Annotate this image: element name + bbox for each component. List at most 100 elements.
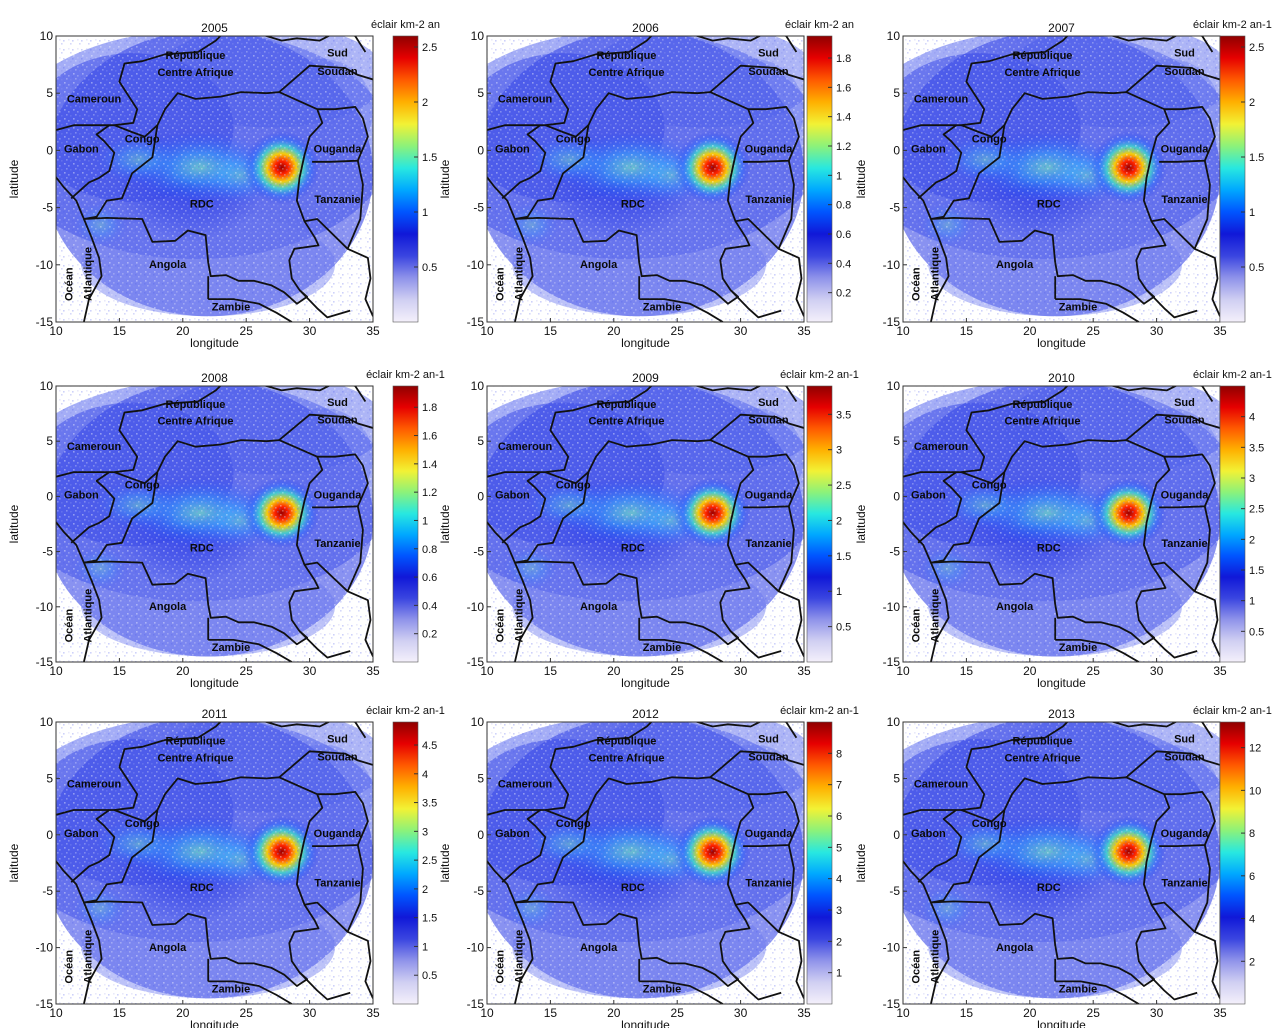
colorbar-tick-label: 2 <box>1249 956 1255 968</box>
country-label: Centre Afrique <box>1004 416 1080 428</box>
country-label: Angola <box>996 601 1034 613</box>
country-label: Gabon <box>495 144 530 156</box>
colorbar-tick-label: 7 <box>836 780 842 792</box>
y-tick-label: -15 <box>467 997 485 1011</box>
colorbar-tick-label: 3 <box>836 445 842 457</box>
country-label: Tanzanie <box>314 878 360 890</box>
country-label: Sud <box>1174 397 1195 409</box>
x-tick-label: 25 <box>671 324 685 338</box>
country-label: Océan <box>910 608 922 642</box>
country-label: Angola <box>996 942 1034 954</box>
country-label: Congo <box>556 818 591 830</box>
country-label: Océan <box>494 950 506 984</box>
colorbar-tick-label: 1.6 <box>836 82 851 94</box>
x-axis-label: longitude <box>621 336 670 350</box>
country-label: République <box>1013 50 1073 62</box>
colorbar <box>1219 385 1246 663</box>
y-tick-label: -10 <box>883 600 901 614</box>
country-label: Ouganda <box>745 490 794 502</box>
panel-title: 2007 <box>1048 21 1075 35</box>
country-label: Océan <box>63 950 75 984</box>
colorbar-tick-label: 2.5 <box>836 480 851 492</box>
colorbar-tick-label: 0.4 <box>422 600 437 612</box>
country-borders <box>903 386 1220 662</box>
country-label: République <box>597 399 657 411</box>
colorbar-tick-label: 1.5 <box>1249 565 1264 577</box>
country-label: RDC <box>1037 543 1061 555</box>
colorbar-tick-label: 10 <box>1249 785 1261 797</box>
colorbar-tick-label: 1.5 <box>1249 152 1264 164</box>
panel-title: 2005 <box>201 21 228 35</box>
country-label: Ouganda <box>745 144 794 156</box>
x-tick-label: 35 <box>1213 1006 1227 1020</box>
country-label: Tanzanie <box>314 538 360 550</box>
country-label: Soudan <box>748 66 789 78</box>
x-tick-label: 15 <box>113 324 127 338</box>
colorbar-tick-label: 1 <box>836 170 842 182</box>
y-tick-label: -5 <box>42 884 53 898</box>
x-tick-label: 10 <box>49 324 63 338</box>
country-label: République <box>1013 399 1073 411</box>
x-tick-label: 20 <box>1023 1006 1037 1020</box>
country-label: Ouganda <box>314 490 363 502</box>
country-label: Cameroun <box>67 93 122 105</box>
country-label: Centre Afrique <box>157 67 233 79</box>
country-label: République <box>597 50 657 62</box>
country-label: Océan <box>910 950 922 984</box>
country-label: Centre Afrique <box>157 752 233 764</box>
country-label: Soudan <box>748 751 789 763</box>
map-panel-2010: République Centre Afrique Sud Soudan Camerou… <box>854 369 1272 690</box>
x-tick-label: 20 <box>607 664 621 678</box>
y-tick-label: 5 <box>477 771 484 785</box>
country-label: Centre Afrique <box>588 752 664 764</box>
country-label: Tanzanie <box>1161 878 1207 890</box>
country-label: Gabon <box>495 828 530 840</box>
x-tick-label: 25 <box>1087 324 1101 338</box>
y-axis-label: latitude <box>854 504 868 543</box>
x-tick-label: 30 <box>734 1006 748 1020</box>
colorbar-unit-label: éclair km-2 an-1 <box>366 705 445 717</box>
y-tick-label: 5 <box>46 434 53 448</box>
colorbar-tick-label: 1.5 <box>422 913 437 925</box>
colorbar-tick-label: 0.8 <box>836 200 851 212</box>
y-tick-label: -10 <box>467 600 485 614</box>
colorbar-tick-label: 3 <box>422 826 428 838</box>
colorbar-unit-label: éclair km-2 an <box>371 19 440 31</box>
x-tick-label: 10 <box>896 1006 910 1020</box>
country-label: Zambie <box>643 984 682 996</box>
x-tick-label: 30 <box>303 324 317 338</box>
panel-title: 2011 <box>202 707 228 721</box>
y-tick-label: 5 <box>893 86 900 100</box>
panel-title: 2013 <box>1048 707 1075 721</box>
country-label: Cameroun <box>67 441 122 453</box>
y-tick-label: 0 <box>477 828 484 842</box>
colorbar-tick-label: 0.5 <box>422 262 437 274</box>
colorbar-tick-label: 0.5 <box>1249 262 1264 274</box>
country-label: Sud <box>327 733 348 745</box>
y-axis-label: latitude <box>7 504 21 543</box>
x-axis-label: longitude <box>190 1018 239 1028</box>
country-label: Soudan <box>317 415 358 427</box>
country-label: Congo <box>556 480 591 492</box>
x-axis-label: longitude <box>1037 1018 1086 1028</box>
country-label: Congo <box>125 818 160 830</box>
y-tick-label: -15 <box>36 655 54 669</box>
y-tick-label: -5 <box>889 545 900 559</box>
x-tick-label: 35 <box>366 1006 380 1020</box>
y-tick-label: -10 <box>467 258 485 272</box>
country-label: Océan <box>910 267 922 301</box>
x-tick-label: 30 <box>303 664 317 678</box>
country-label: Atlantique <box>514 247 526 301</box>
map-panel-2006: République Centre Afrique Sud Soudan Camerou… <box>438 19 854 350</box>
x-tick-label: 10 <box>480 664 494 678</box>
colorbar-tick-label: 2.5 <box>1249 504 1264 516</box>
x-tick-label: 35 <box>797 1006 811 1020</box>
x-tick-label: 25 <box>240 1006 254 1020</box>
x-tick-label: 20 <box>607 324 621 338</box>
y-tick-label: 10 <box>40 29 54 43</box>
country-label: Atlantique <box>83 589 95 643</box>
colorbar-tick-label: 1.4 <box>836 112 851 124</box>
colorbar-tick-label: 0.6 <box>836 229 851 241</box>
x-tick-label: 30 <box>1150 1006 1164 1020</box>
x-tick-label: 20 <box>176 324 190 338</box>
